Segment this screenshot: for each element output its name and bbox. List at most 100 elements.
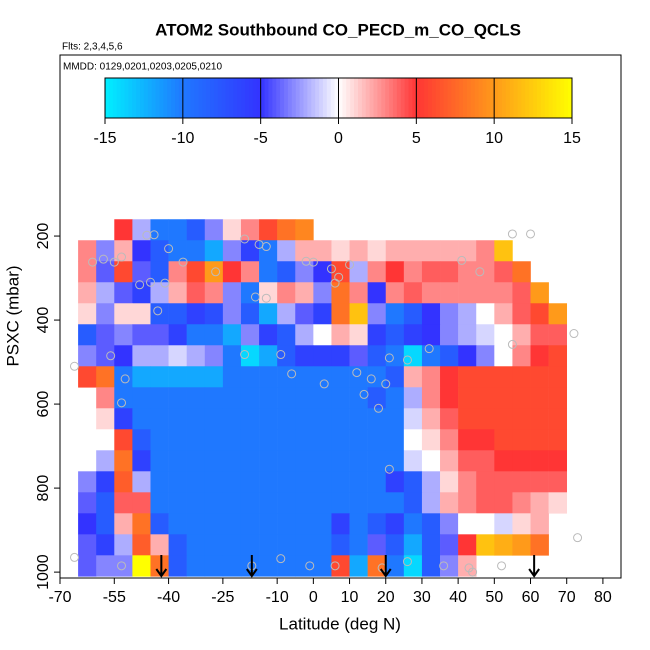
heat-cell bbox=[313, 492, 332, 514]
heat-cell bbox=[385, 429, 405, 451]
heat-cell bbox=[132, 513, 151, 535]
colorbar-swatch bbox=[256, 78, 262, 118]
heat-cell bbox=[259, 240, 278, 262]
colorbar-swatch bbox=[194, 78, 199, 118]
colorbar-swatch bbox=[404, 78, 410, 118]
heat-cell bbox=[150, 513, 169, 535]
heat-cell bbox=[385, 534, 405, 556]
data-point bbox=[569, 329, 579, 339]
heat-cell bbox=[114, 408, 133, 430]
heat-cell bbox=[150, 471, 169, 493]
heat-cell bbox=[403, 450, 423, 472]
heat-cell bbox=[512, 471, 531, 493]
heat-cell bbox=[494, 408, 513, 430]
colorbar-swatch bbox=[525, 78, 530, 118]
heat-cell bbox=[403, 555, 423, 577]
data-point bbox=[301, 256, 311, 266]
heat-cell bbox=[96, 345, 115, 367]
heat-cell bbox=[186, 240, 206, 262]
heat-cell bbox=[78, 513, 97, 535]
heat-cell bbox=[96, 429, 115, 451]
heat-cell bbox=[295, 345, 314, 367]
heat-cell bbox=[349, 555, 368, 577]
colorbar-swatch bbox=[389, 78, 394, 118]
data-point bbox=[178, 257, 188, 267]
heat-cell bbox=[476, 387, 495, 409]
heat-cell bbox=[385, 303, 405, 325]
heat-cell bbox=[168, 513, 187, 535]
data-point bbox=[276, 350, 286, 360]
heat-cell bbox=[186, 555, 206, 577]
heat-cell bbox=[494, 513, 513, 535]
heat-cell bbox=[458, 324, 477, 346]
heat-cell bbox=[512, 513, 531, 535]
colorbar-swatch bbox=[564, 78, 569, 118]
heat-cell bbox=[186, 513, 206, 535]
heat-cell bbox=[96, 555, 115, 577]
colorbar-tick-label: 10 bbox=[485, 130, 503, 147]
heat-cell bbox=[512, 282, 531, 304]
heat-cell bbox=[421, 324, 441, 346]
data-point bbox=[149, 230, 159, 240]
heat-cell bbox=[367, 471, 387, 493]
heat-cell bbox=[512, 492, 531, 514]
data-point bbox=[88, 257, 98, 267]
colorbar-swatch bbox=[326, 78, 332, 118]
heat-cell bbox=[367, 282, 387, 304]
colorbar-swatch bbox=[381, 78, 386, 118]
heat-cell bbox=[222, 408, 242, 430]
heat-cell bbox=[277, 240, 296, 262]
heat-cell bbox=[403, 240, 423, 262]
data-point bbox=[573, 533, 583, 543]
heat-cell bbox=[349, 345, 368, 367]
colorbar-swatch bbox=[260, 78, 266, 118]
heat-cell bbox=[259, 345, 278, 367]
heat-cell bbox=[114, 282, 133, 304]
heat-cell bbox=[530, 387, 549, 409]
heat-cell bbox=[186, 303, 206, 325]
data-point bbox=[160, 278, 170, 288]
heat-cell bbox=[96, 282, 115, 304]
colorbar-swatch bbox=[470, 78, 476, 118]
heat-cell bbox=[476, 303, 495, 325]
colorbar: -15 -10 -5 0 5 10 15 bbox=[93, 77, 581, 147]
colorbar-swatch bbox=[529, 78, 534, 118]
colorbar-swatch bbox=[128, 78, 133, 118]
heat-cell bbox=[403, 471, 423, 493]
heat-cell bbox=[331, 492, 350, 514]
heat-cell bbox=[132, 303, 151, 325]
colorbar-swatch bbox=[330, 78, 336, 118]
heat-cell bbox=[96, 303, 115, 325]
heat-cell bbox=[204, 492, 224, 514]
heat-cell bbox=[349, 240, 368, 262]
heat-cell bbox=[349, 471, 368, 493]
data-point bbox=[98, 254, 108, 264]
heat-cell bbox=[240, 387, 260, 409]
heat-cell bbox=[476, 492, 495, 514]
heat-cell bbox=[222, 450, 242, 472]
heat-cell bbox=[367, 513, 387, 535]
heat-cell bbox=[313, 450, 332, 472]
data-point bbox=[211, 267, 221, 277]
colorbar-swatch bbox=[513, 78, 519, 118]
heat-cell bbox=[421, 366, 441, 388]
heat-cell bbox=[494, 324, 513, 346]
heat-cell bbox=[132, 534, 151, 556]
heat-cell bbox=[277, 429, 296, 451]
heat-cell bbox=[204, 366, 224, 388]
heat-cell bbox=[440, 534, 459, 556]
heat-cell bbox=[240, 429, 260, 451]
colorbar-swatch bbox=[505, 78, 511, 118]
colorbar-swatch bbox=[482, 78, 487, 118]
annotation: MMDD: 0129,0201,0203,0205,0210 bbox=[63, 62, 222, 73]
heat-cell bbox=[313, 345, 332, 367]
colorbar-swatch bbox=[248, 78, 254, 118]
heat-cell bbox=[114, 345, 133, 367]
heat-cell bbox=[331, 471, 350, 493]
colorbar-swatch bbox=[272, 78, 277, 118]
heat-cell bbox=[530, 471, 549, 493]
data-point bbox=[117, 398, 127, 408]
heat-cell bbox=[132, 324, 151, 346]
heat-cell bbox=[295, 303, 314, 325]
heat-cell bbox=[494, 303, 513, 325]
